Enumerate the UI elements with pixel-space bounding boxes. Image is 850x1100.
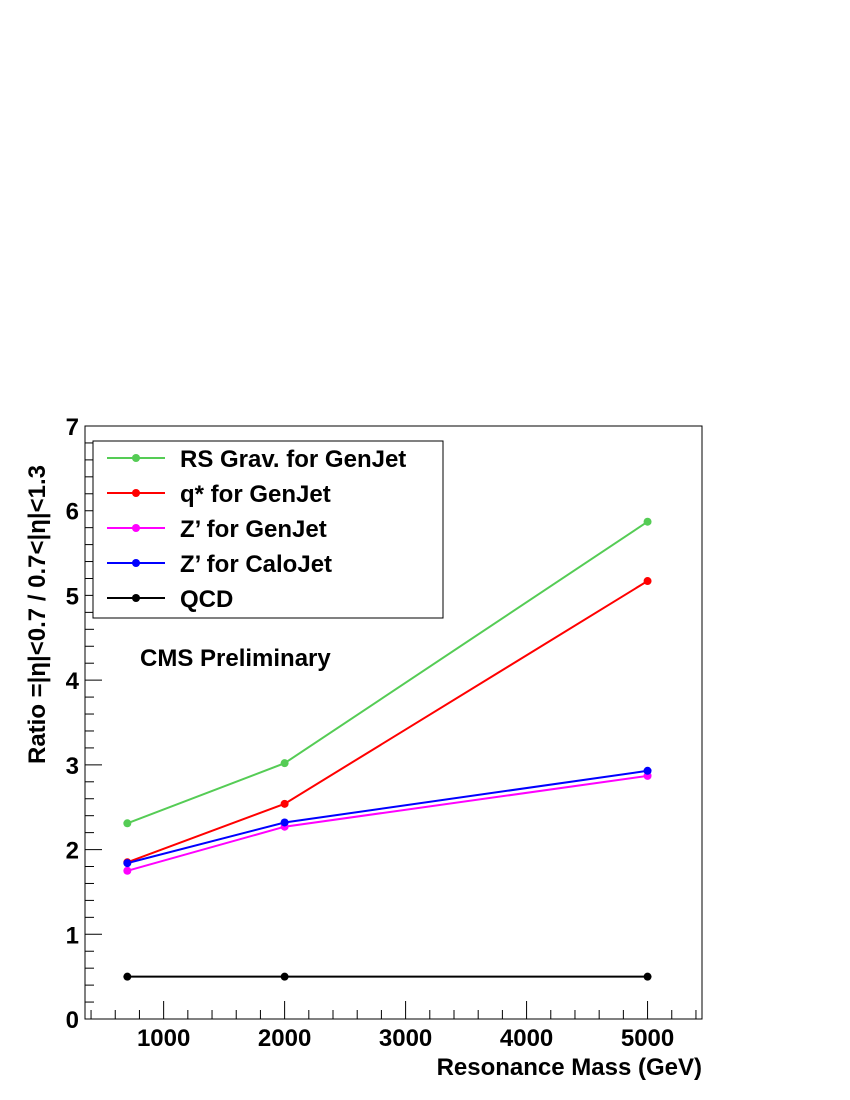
y-tick-label: 0 xyxy=(66,1007,79,1034)
legend-swatch-marker xyxy=(132,454,140,462)
x-tick-label: 2000 xyxy=(258,1025,311,1052)
series-points xyxy=(123,517,652,981)
legend-label: RS Grav. for GenJet xyxy=(180,446,406,473)
y-tick-label: 1 xyxy=(66,922,79,949)
data-point xyxy=(280,972,289,981)
annotation-cms-preliminary: CMS Preliminary xyxy=(140,645,331,672)
legend-label: Z’ for CaloJet xyxy=(180,551,332,578)
data-point xyxy=(123,859,132,868)
y-tick-label: 4 xyxy=(66,668,80,695)
data-point xyxy=(643,972,652,981)
legend-label: QCD xyxy=(180,586,233,613)
data-point xyxy=(280,759,289,768)
series-line xyxy=(126,580,649,864)
y-tick-label: 5 xyxy=(66,583,79,610)
y-tick-label: 7 xyxy=(66,414,79,441)
x-tick-label: 4000 xyxy=(500,1025,553,1052)
plot-frame xyxy=(84,425,703,1020)
y-tick-label: 6 xyxy=(66,499,79,526)
series-line xyxy=(127,774,648,872)
data-point xyxy=(643,577,652,586)
x-axis-label: Resonance Mass (GeV) xyxy=(437,1054,702,1081)
x-tick-label: 1000 xyxy=(137,1025,190,1052)
legend-swatch-marker xyxy=(132,524,140,532)
data-point xyxy=(123,972,132,981)
legend-label: Z’ for GenJet xyxy=(180,516,327,543)
data-point xyxy=(643,766,652,775)
legend-swatch-marker xyxy=(132,594,140,602)
legend-swatch-marker xyxy=(132,489,140,497)
data-point xyxy=(123,819,132,828)
data-point xyxy=(123,866,132,875)
x-tick-label: 5000 xyxy=(621,1025,674,1052)
y-tick-label: 2 xyxy=(66,838,79,865)
legend-swatch-marker xyxy=(132,559,140,567)
legend-box xyxy=(92,440,444,619)
x-tick-label: 3000 xyxy=(379,1025,432,1052)
legend-label: q* for GenJet xyxy=(180,481,331,508)
y-tick-label: 3 xyxy=(66,753,79,780)
axes: 0 1 2 3 4 5 6 7 1000 2000 3000 4000 5000 xyxy=(66,414,697,1052)
data-point xyxy=(280,818,289,827)
y-axis-label: Ratio =|η|<0.7 / 0.7<|η|<1.3 xyxy=(24,465,51,764)
data-point xyxy=(280,799,289,808)
legend: RS Grav. for GenJet q* for GenJet Z’ for G… xyxy=(92,440,444,619)
data-point xyxy=(643,517,652,526)
